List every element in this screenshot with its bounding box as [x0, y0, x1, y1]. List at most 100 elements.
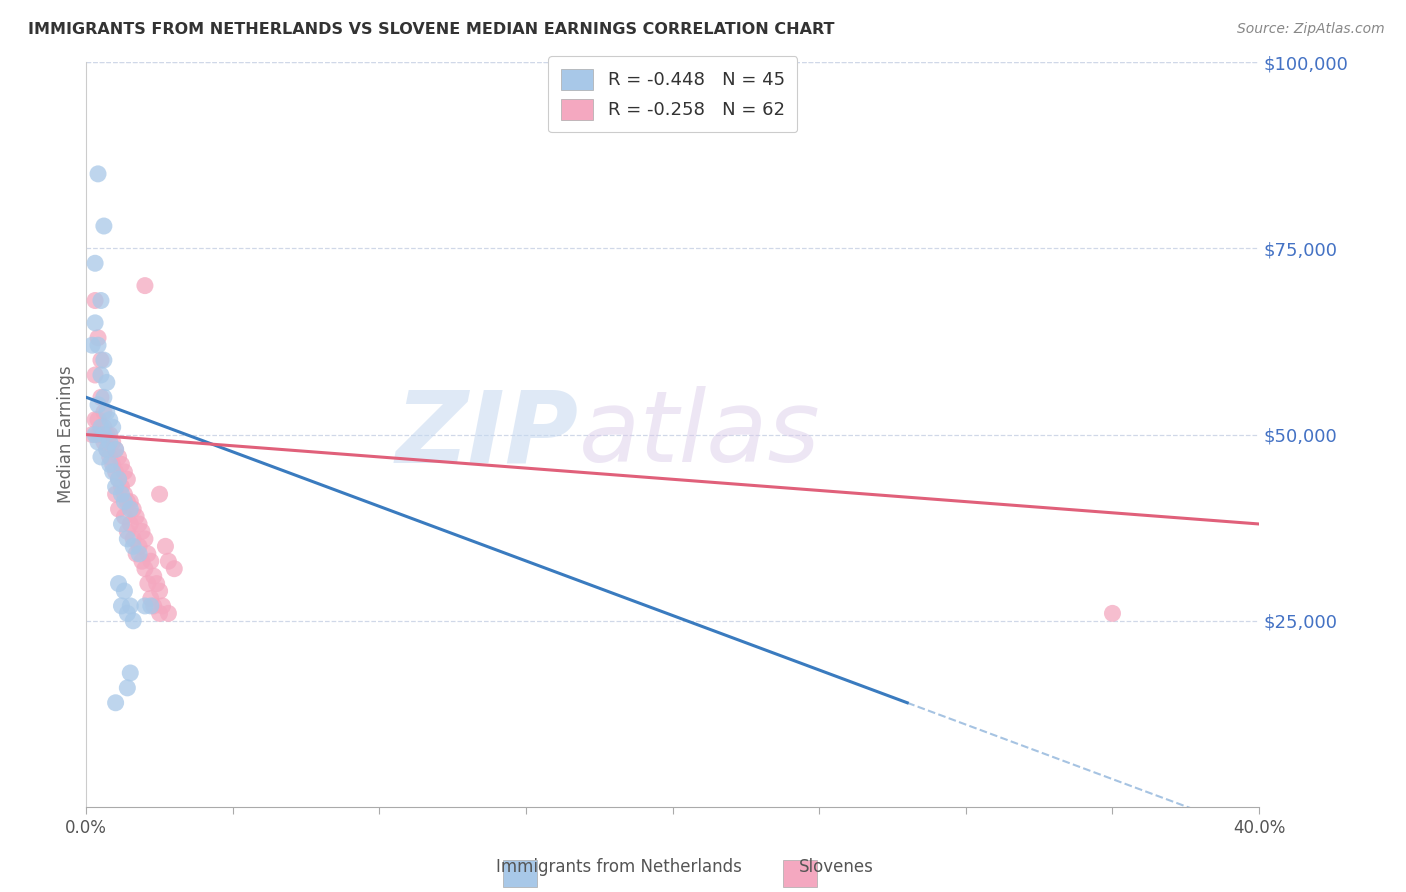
Point [90, 368, 112, 382]
Point [87, 435, 110, 450]
Point [128, 547, 150, 561]
Point [82, 427, 104, 442]
Point [110, 458, 132, 472]
Point [131, 524, 153, 539]
Point [93, 435, 115, 450]
Point [87, 338, 110, 352]
Point [107, 502, 129, 516]
Point [110, 599, 132, 613]
Point [90, 427, 112, 442]
Point [87, 331, 110, 345]
Point [93, 353, 115, 368]
Point [122, 539, 145, 553]
Point [87, 398, 110, 412]
Point [90, 390, 112, 404]
Point [104, 442, 127, 457]
Point [142, 569, 165, 583]
Point [125, 509, 148, 524]
Point [84, 316, 107, 330]
Point [152, 599, 174, 613]
Point [84, 413, 107, 427]
Point [104, 442, 127, 457]
Point [84, 368, 107, 382]
Point [82, 338, 104, 352]
Point [101, 435, 124, 450]
Point [98, 450, 121, 464]
Point [1101, 607, 1123, 621]
Point [84, 427, 107, 442]
Point [131, 554, 153, 568]
Point [136, 547, 159, 561]
Point [117, 532, 139, 546]
Point [101, 458, 124, 472]
Point [84, 293, 107, 308]
Point [110, 487, 132, 501]
Point [120, 516, 142, 531]
Point [122, 502, 145, 516]
Point [120, 665, 142, 680]
Point [93, 427, 115, 442]
Point [149, 607, 172, 621]
Point [139, 591, 162, 606]
Point [104, 696, 127, 710]
Point [128, 539, 150, 553]
Point [90, 353, 112, 368]
Point [155, 539, 177, 553]
Point [112, 465, 135, 479]
Point [96, 427, 118, 442]
Point [110, 516, 132, 531]
Text: Source: ZipAtlas.com: Source: ZipAtlas.com [1237, 22, 1385, 37]
Point [107, 472, 129, 486]
Point [120, 494, 142, 508]
Point [117, 524, 139, 539]
Point [112, 509, 135, 524]
Legend: R = -0.448   N = 45, R = -0.258   N = 62: R = -0.448 N = 45, R = -0.258 N = 62 [548, 56, 797, 132]
Point [122, 532, 145, 546]
Point [157, 607, 180, 621]
Point [96, 405, 118, 419]
Point [90, 450, 112, 464]
Point [134, 599, 156, 613]
Point [157, 554, 180, 568]
Point [98, 458, 121, 472]
Point [104, 465, 127, 479]
Point [87, 167, 110, 181]
Point [107, 576, 129, 591]
Point [120, 599, 142, 613]
Point [139, 554, 162, 568]
Point [87, 427, 110, 442]
Point [136, 576, 159, 591]
Point [117, 472, 139, 486]
Point [93, 219, 115, 233]
Text: Slovenes: Slovenes [799, 858, 875, 876]
Point [84, 256, 107, 270]
Point [128, 516, 150, 531]
Text: IMMIGRANTS FROM NETHERLANDS VS SLOVENE MEDIAN EARNINGS CORRELATION CHART: IMMIGRANTS FROM NETHERLANDS VS SLOVENE M… [28, 22, 835, 37]
Point [134, 278, 156, 293]
Point [112, 494, 135, 508]
Point [117, 607, 139, 621]
Point [134, 532, 156, 546]
Text: ZIP: ZIP [396, 386, 579, 483]
Y-axis label: Median Earnings: Median Earnings [58, 366, 75, 503]
Point [98, 427, 121, 442]
Point [117, 494, 139, 508]
Point [107, 472, 129, 486]
Point [107, 450, 129, 464]
Point [125, 547, 148, 561]
Point [96, 442, 118, 457]
Point [90, 293, 112, 308]
Point [98, 413, 121, 427]
Point [142, 599, 165, 613]
Point [149, 584, 172, 599]
Point [93, 405, 115, 419]
Point [112, 584, 135, 599]
Point [96, 376, 118, 390]
Text: Immigrants from Netherlands: Immigrants from Netherlands [496, 858, 741, 876]
Point [104, 487, 127, 501]
Point [149, 487, 172, 501]
Point [120, 502, 142, 516]
Point [112, 487, 135, 501]
Point [134, 562, 156, 576]
Point [110, 480, 132, 494]
